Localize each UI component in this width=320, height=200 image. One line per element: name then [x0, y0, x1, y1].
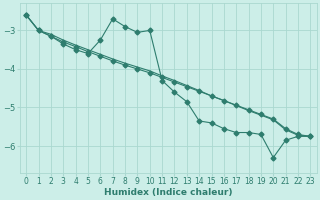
X-axis label: Humidex (Indice chaleur): Humidex (Indice chaleur) — [104, 188, 233, 197]
